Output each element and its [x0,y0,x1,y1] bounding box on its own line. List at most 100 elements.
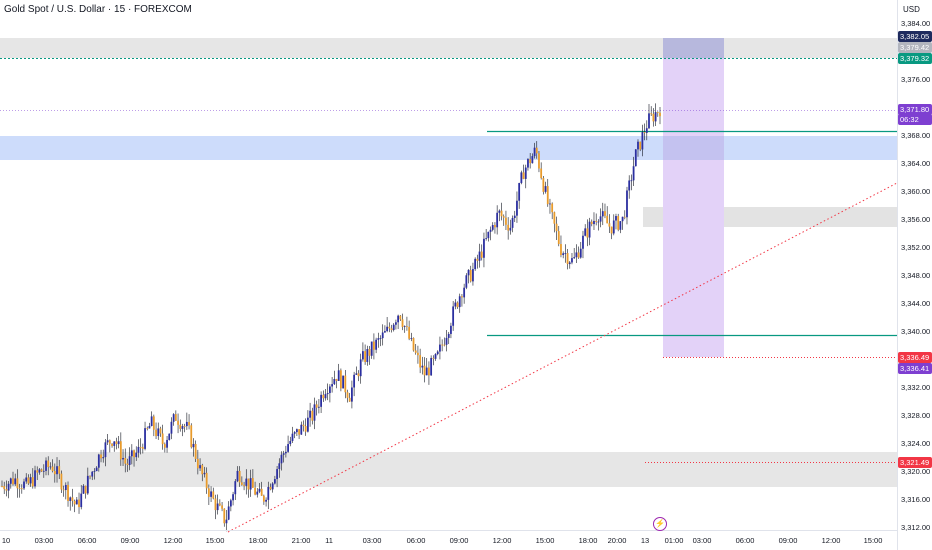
candle-body [498,210,501,213]
candle-body [203,472,206,475]
candle-body [637,141,639,150]
ascending-trendline[interactable] [227,182,898,533]
candle-body [564,253,567,254]
price-label-3336-41: 3,336.41 [898,363,932,374]
time-axis-tick: 03:00 [362,536,382,545]
candle-body [551,203,554,213]
candle-body [595,220,598,223]
candle-body [104,442,107,458]
candle-body [137,446,140,453]
candle-body [181,426,184,429]
candle-body [406,326,408,327]
price-axis-tick: 3,376.00 [901,75,931,84]
candle-body [421,365,424,368]
candle-body [56,466,58,475]
candle-body [273,479,276,484]
candle-body [436,351,439,355]
candle-body [16,478,19,489]
candle-body [388,326,391,329]
candle-body [641,132,644,150]
candle-body [148,425,151,429]
candle-body [262,495,265,502]
candle-body [509,227,512,231]
candle-body [80,493,83,508]
candle-body [245,478,248,486]
time-axis-tick: 06:00 [735,536,755,545]
time-axis-tick: 09:00 [778,536,798,545]
candle-body [135,452,138,458]
candle-body [599,216,602,222]
candle-body [617,216,620,230]
price-axis-tick: 3,316.00 [901,495,931,504]
candle-body [216,503,219,511]
candle-body [163,444,166,448]
candle-body [399,315,402,320]
candle-body [652,113,655,122]
candle-body [522,172,525,179]
candle-body [271,483,274,490]
candle-body [64,484,67,491]
candle-body [355,373,358,375]
candle-body [128,456,131,465]
candle-body [126,463,129,465]
candle-body [452,306,455,326]
candle-body [210,491,212,497]
candle-body [34,470,36,487]
lightning-icon[interactable]: ⚡ [653,517,667,531]
candle-body [439,344,441,352]
price-label-3379-42: 3,379.42 [898,42,932,53]
candle-body [161,433,164,445]
candle-body [38,469,41,473]
candle-body [291,433,294,441]
candle-body [62,489,65,491]
candle-body [586,228,589,238]
candle-body [357,373,360,377]
candle-body [31,477,34,487]
candle-body [119,441,122,460]
time-axis-tick: 09:00 [120,536,140,545]
candle-body [489,229,492,232]
candle-body [441,344,444,346]
candle-body [648,113,650,129]
candle-body [1,486,3,487]
time-axis-tick: 21:00 [291,536,311,545]
candle-body [5,489,8,491]
candle-body [461,296,463,298]
candle-body [69,497,72,501]
candle-body [280,454,283,464]
candle-body [447,333,450,338]
candle-body [392,324,395,331]
candle-body [368,349,371,356]
candle-body [60,473,63,490]
candle-body [331,384,334,387]
candle-body [577,252,580,258]
price-axis-tick: 3,328.00 [901,411,931,420]
candle-body [71,497,74,501]
projection-box[interactable] [663,38,724,357]
candle-body [89,475,91,477]
candle-body [344,375,347,393]
candle-body [225,519,228,524]
candle-body [201,465,204,475]
candle-body [287,444,289,452]
candle-body [122,457,124,460]
candle-body [218,503,221,506]
currency-label: USD [903,5,920,14]
candle-body [590,221,593,225]
time-axis-tick: 03:00 [692,536,712,545]
candle-body [115,441,118,445]
time-axis-tick: 20:00 [607,536,627,545]
price-axis-tick: 3,364.00 [901,159,931,168]
time-axis-tick: 15:00 [535,536,555,545]
candle-body [445,337,448,345]
candle-body [144,428,146,449]
candle-body [623,216,626,218]
candle-body [527,159,529,168]
candle-body [450,325,452,334]
candle-body [157,428,160,437]
candle-body [199,465,201,469]
chart-title: Gold Spot / U.S. Dollar · 15 · FOREXCOM [4,4,192,15]
candle-body [267,486,270,500]
